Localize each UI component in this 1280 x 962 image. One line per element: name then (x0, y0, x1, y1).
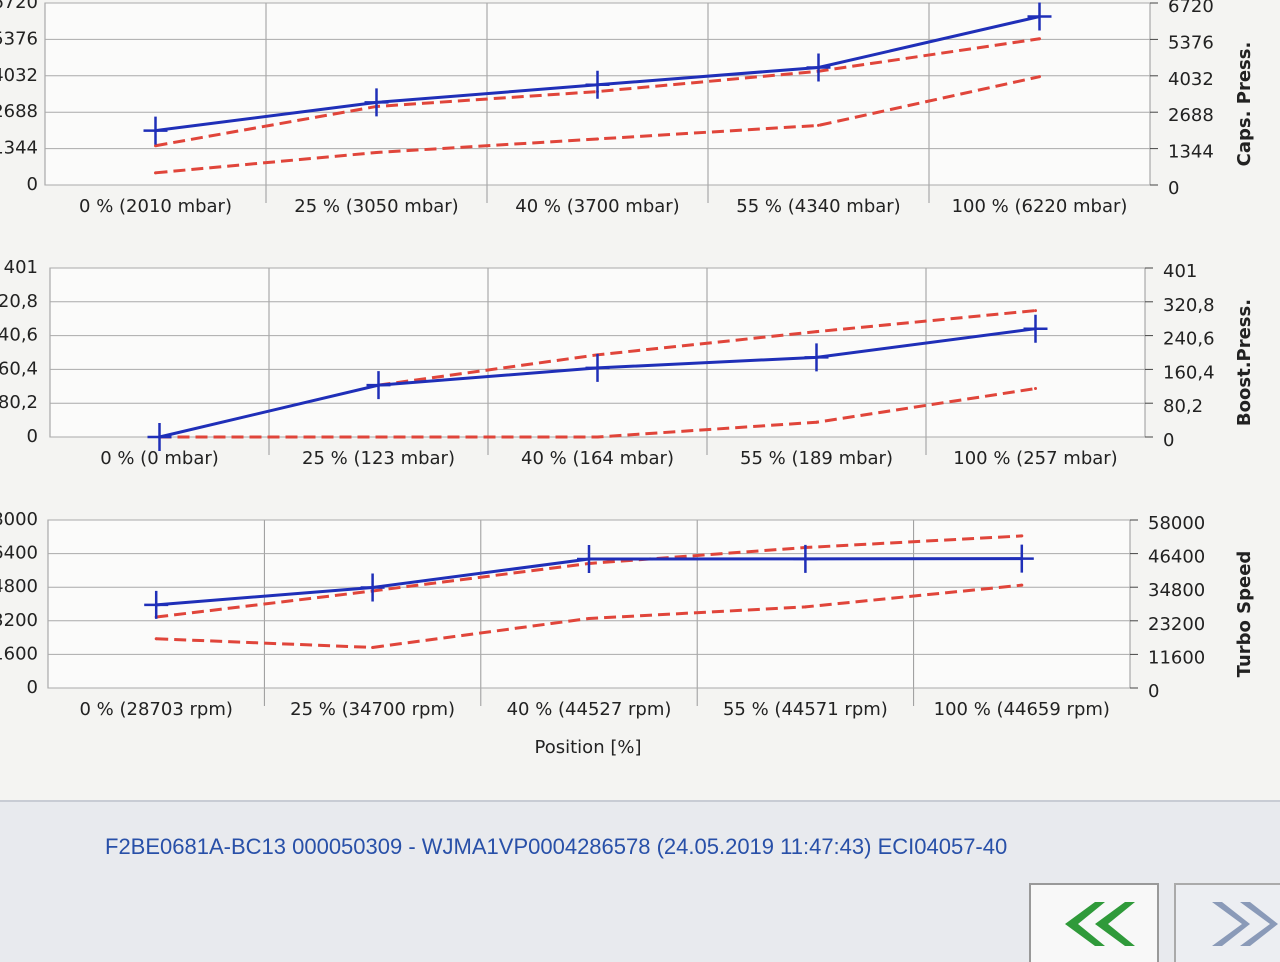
point-marker (147, 423, 172, 451)
x-tick-label: 25 % (123 mbar) (302, 448, 455, 469)
y2-tick-label: 58000 (1148, 513, 1205, 534)
point (1038, 37, 1041, 41)
footer-text: F2BE0681A-BC13 000050309 - WJMA1VP000428… (105, 834, 1008, 859)
y2-tick-label: 1344 (1168, 142, 1214, 163)
x-tick-label: 40 % (3700 mbar) (515, 196, 679, 217)
y-tick-label: 0 (27, 677, 38, 698)
x-tick-label: 55 % (189 mbar) (740, 448, 893, 469)
nav-buttons (1029, 883, 1280, 962)
point-marker (793, 544, 818, 573)
point (596, 435, 599, 439)
y-tick-label: 240,6 (0, 325, 38, 346)
point (377, 435, 380, 439)
y-tick-label: 4032 (0, 65, 38, 86)
point-marker (1027, 2, 1052, 31)
x-tick-label: 55 % (44571 rpm) (723, 699, 888, 720)
point (154, 171, 157, 175)
point (815, 330, 818, 334)
point-marker (585, 70, 610, 99)
series-line (378, 309, 1036, 387)
y2-axis-label: Caps. Press. (1234, 42, 1255, 167)
point (587, 616, 591, 620)
point (596, 137, 599, 141)
point-marker (144, 590, 169, 619)
y2-tick-label: 80,2 (1163, 396, 1203, 417)
y2-tick-label: 34800 (1148, 580, 1205, 601)
y2-tick-label: 0 (1148, 681, 1159, 702)
point (815, 420, 818, 424)
point-marker (143, 116, 168, 145)
y2-tick-label: 46400 (1148, 547, 1205, 568)
y2-tick-label: 240,6 (1163, 329, 1215, 350)
x-tick-label: 0 % (28703 rpm) (80, 699, 233, 720)
y-tick-label: 6720 (0, 0, 38, 13)
x-tick-label: 25 % (3050 mbar) (294, 196, 458, 217)
y-tick-label: 80,2 (0, 392, 38, 413)
point (375, 151, 378, 154)
series-line (155, 37, 1040, 148)
y-tick-label: 1344 (0, 138, 38, 159)
point-marker (585, 353, 610, 382)
x-tick-label: 100 % (257 mbar) (953, 448, 1117, 469)
point (817, 123, 820, 127)
back-button[interactable] (1029, 883, 1159, 962)
y2-tick-label: 0 (1168, 178, 1179, 199)
y2-tick-label: 23200 (1148, 614, 1205, 635)
x-tick-label: 0 % (0 mbar) (100, 448, 219, 469)
forward-button[interactable] (1174, 883, 1280, 962)
y2-tick-label: 160,4 (1163, 362, 1215, 383)
x-tick-label: 100 % (44659 rpm) (934, 699, 1110, 720)
y-tick-label: 160,4 (0, 358, 38, 379)
y-tick-label: 320,8 (0, 291, 38, 312)
footer-bar: F2BE0681A-BC13 000050309 - WJMA1VP000428… (0, 800, 1280, 962)
y2-tick-label: 11600 (1148, 647, 1205, 668)
y2-tick-label: 6720 (1168, 0, 1214, 17)
y-tick-label: 5376 (0, 28, 38, 49)
point (1034, 387, 1037, 391)
point (1038, 75, 1041, 79)
x-tick-label: 55 % (4340 mbar) (736, 196, 900, 217)
x-tick-label: 40 % (164 mbar) (521, 448, 674, 469)
y2-tick-label: 320,8 (1163, 295, 1215, 316)
point (154, 144, 157, 148)
point-marker (364, 88, 389, 117)
point-marker (360, 573, 385, 602)
x-tick-label: 25 % (34700 rpm) (290, 699, 455, 720)
point (803, 605, 807, 609)
point (1034, 309, 1037, 313)
point-marker (1023, 314, 1048, 343)
point-marker (804, 343, 829, 372)
y-tick-label: 0 (27, 426, 38, 447)
y-tick-label: 2688 (0, 101, 38, 122)
point-marker (366, 371, 391, 400)
point-marker (1009, 544, 1034, 573)
point (1020, 534, 1024, 538)
y2-tick-label: 401 (1163, 261, 1197, 282)
y-tick-label: 401 (4, 257, 38, 278)
point-marker (577, 545, 601, 574)
y2-tick-label: 5376 (1168, 32, 1214, 53)
y2-tick-label: 0 (1163, 430, 1174, 451)
y-tick-label: 0 (27, 174, 38, 195)
x-tick-label: 100 % (6220 mbar) (952, 196, 1128, 217)
y-tick-label: 23200 (0, 610, 38, 631)
y-tick-label: 34800 (0, 576, 38, 597)
y-tick-label: 11600 (0, 643, 38, 664)
y2-axis-label: Boost.Press. (1234, 299, 1255, 426)
chart-panel: 0 0 1344 1344 2688 2688 4032 4032 5376 5376 6720 67… (0, 0, 1255, 758)
point-marker (806, 53, 831, 82)
point (371, 645, 375, 649)
y-tick-label: 58000 (0, 509, 38, 530)
plot-area (49, 267, 1146, 438)
y2-tick-label: 4032 (1168, 69, 1214, 90)
y2-tick-label: 2688 (1168, 105, 1214, 126)
x-axis-label: Position [%] (535, 737, 642, 758)
y2-axis-label: Turbo Speed (1234, 551, 1255, 678)
y-tick-label: 46400 (0, 543, 38, 564)
point (1020, 583, 1024, 587)
x-tick-label: 40 % (44527 rpm) (507, 699, 672, 720)
x-tick-label: 0 % (2010 mbar) (79, 196, 232, 217)
point (154, 637, 158, 641)
